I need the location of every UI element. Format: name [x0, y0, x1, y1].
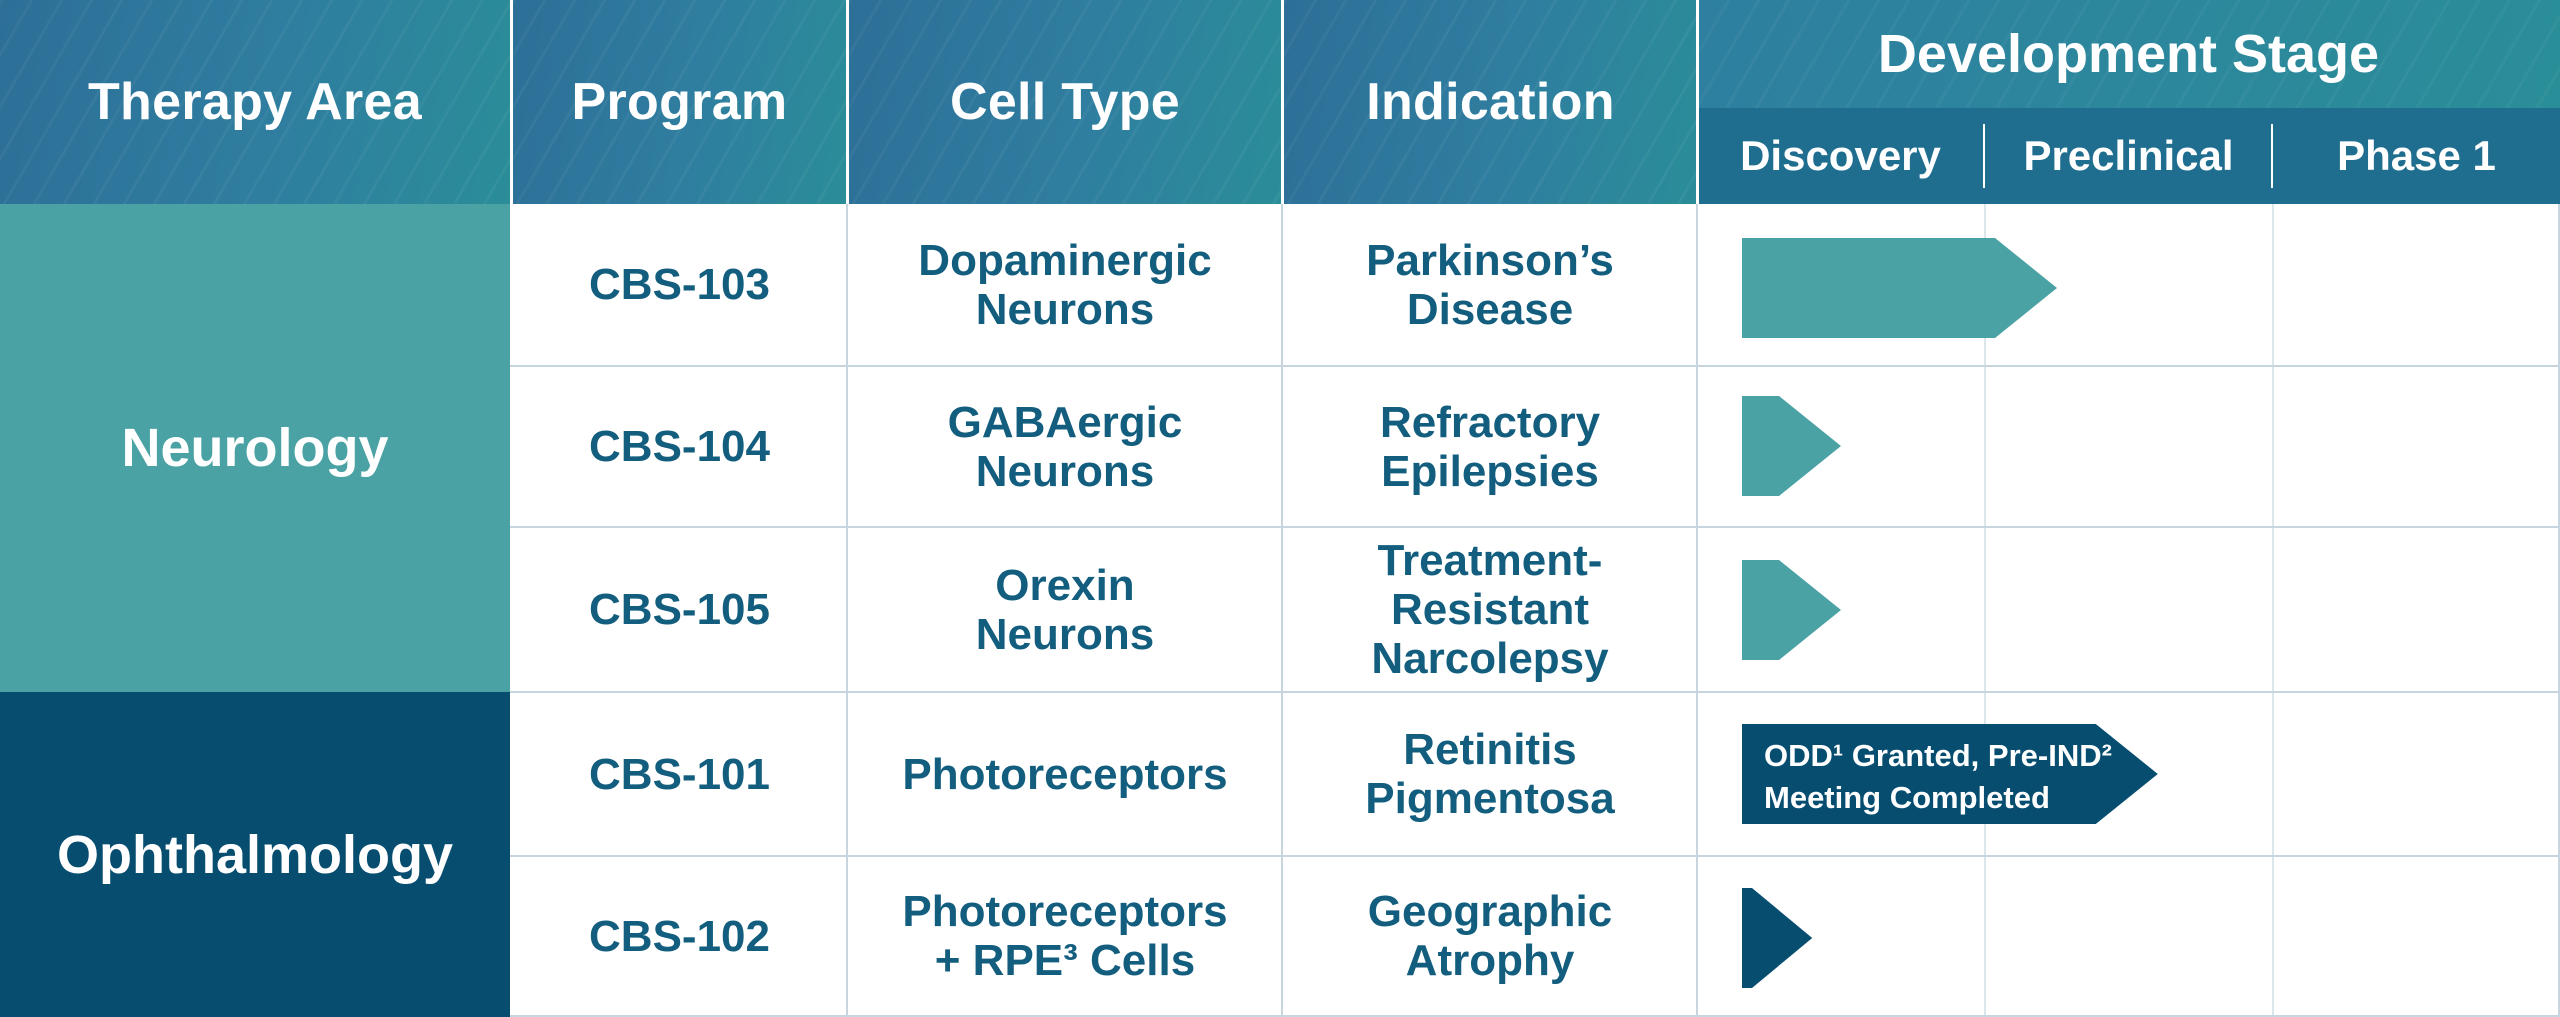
- row-divider: [510, 691, 2560, 693]
- progress-arrow-cbs-102: [1742, 888, 1813, 988]
- cell-type-heading: Cell Type: [949, 73, 1181, 131]
- program-heading: Program: [571, 73, 788, 131]
- header-cell-type: Cell Type: [849, 0, 1281, 204]
- row-divider: [510, 855, 2560, 857]
- therapy-area-label: Neurology: [121, 418, 389, 478]
- column-divider: [1281, 204, 1283, 1017]
- program-cell: CBS-102: [589, 911, 770, 961]
- therapy-area-neurology: Neurology: [0, 204, 510, 692]
- bar-annotation: Meeting Completed: [1764, 780, 2050, 815]
- development-stage-heading: Development Stage: [1877, 24, 2380, 84]
- progress-arrow-cbs-103: [1742, 238, 2057, 338]
- stage-gridline: [1984, 204, 1986, 1017]
- indication-heading: Indication: [1366, 73, 1615, 131]
- indication-cell: Geographic Atrophy: [1367, 887, 1613, 985]
- therapy-area-heading: Therapy Area: [87, 73, 423, 131]
- indication-cell: Retinitis Pigmentosa: [1365, 725, 1615, 823]
- indication-cell: Parkinson’s Disease: [1366, 235, 1614, 334]
- header-indication: Indication: [1284, 0, 1697, 204]
- column-divider: [1696, 204, 1698, 1017]
- stage-subheader: Discovery Preclinical Phase 1: [1697, 108, 2560, 204]
- cell-type-cell: Dopaminergic Neurons: [918, 235, 1212, 334]
- program-cell: CBS-103: [589, 260, 770, 309]
- cell-type-cell: Photoreceptors + RPE³ Cells: [902, 887, 1228, 985]
- column-divider: [846, 204, 848, 1017]
- cell-type-cell: Photoreceptors: [902, 749, 1228, 799]
- header-program: Program: [513, 0, 846, 204]
- header-therapy-area: Therapy Area: [0, 0, 510, 204]
- stage-preclinical: Preclinical: [2023, 132, 2234, 179]
- stage-phase-1: Phase 1: [2337, 132, 2496, 179]
- therapy-area-ophthalmology: Ophthalmology: [0, 692, 510, 1017]
- header-development-stage: Development Stage Discovery Preclinical …: [1697, 0, 2560, 204]
- stage-gridline: [2272, 204, 2274, 1017]
- indication-cell: Refractory Epilepsies: [1379, 397, 1601, 496]
- table-edge: [2558, 204, 2560, 1017]
- header-divider: [510, 0, 513, 204]
- program-cell: CBS-101: [589, 749, 770, 799]
- therapy-area-label: Ophthalmology: [57, 824, 453, 885]
- progress-arrow-cbs-101: [1742, 724, 2158, 824]
- progress-arrow-cbs-104: [1742, 396, 1841, 496]
- header-divider: [846, 0, 849, 204]
- indication-cell: Treatment- Resistant Narcolepsy: [1371, 536, 1609, 683]
- row-divider: [510, 365, 2560, 367]
- row-divider: [510, 1015, 2560, 1017]
- progress-arrow-cbs-105: [1742, 560, 1841, 660]
- cell-type-cell: GABAergic Neurons: [947, 397, 1183, 496]
- row-divider: [510, 526, 2560, 528]
- program-cell: CBS-104: [589, 422, 770, 471]
- stage-divider: [2271, 124, 2273, 188]
- stage-divider: [1983, 124, 1985, 188]
- bar-annotation: ODD¹ Granted, Pre-IND²: [1764, 738, 2112, 773]
- stage-discovery: Discovery: [1740, 132, 1941, 179]
- header-divider: [1696, 0, 1699, 204]
- header-divider: [1281, 0, 1284, 204]
- cell-type-cell: Orexin Neurons: [975, 560, 1155, 659]
- program-cell: CBS-105: [589, 585, 770, 634]
